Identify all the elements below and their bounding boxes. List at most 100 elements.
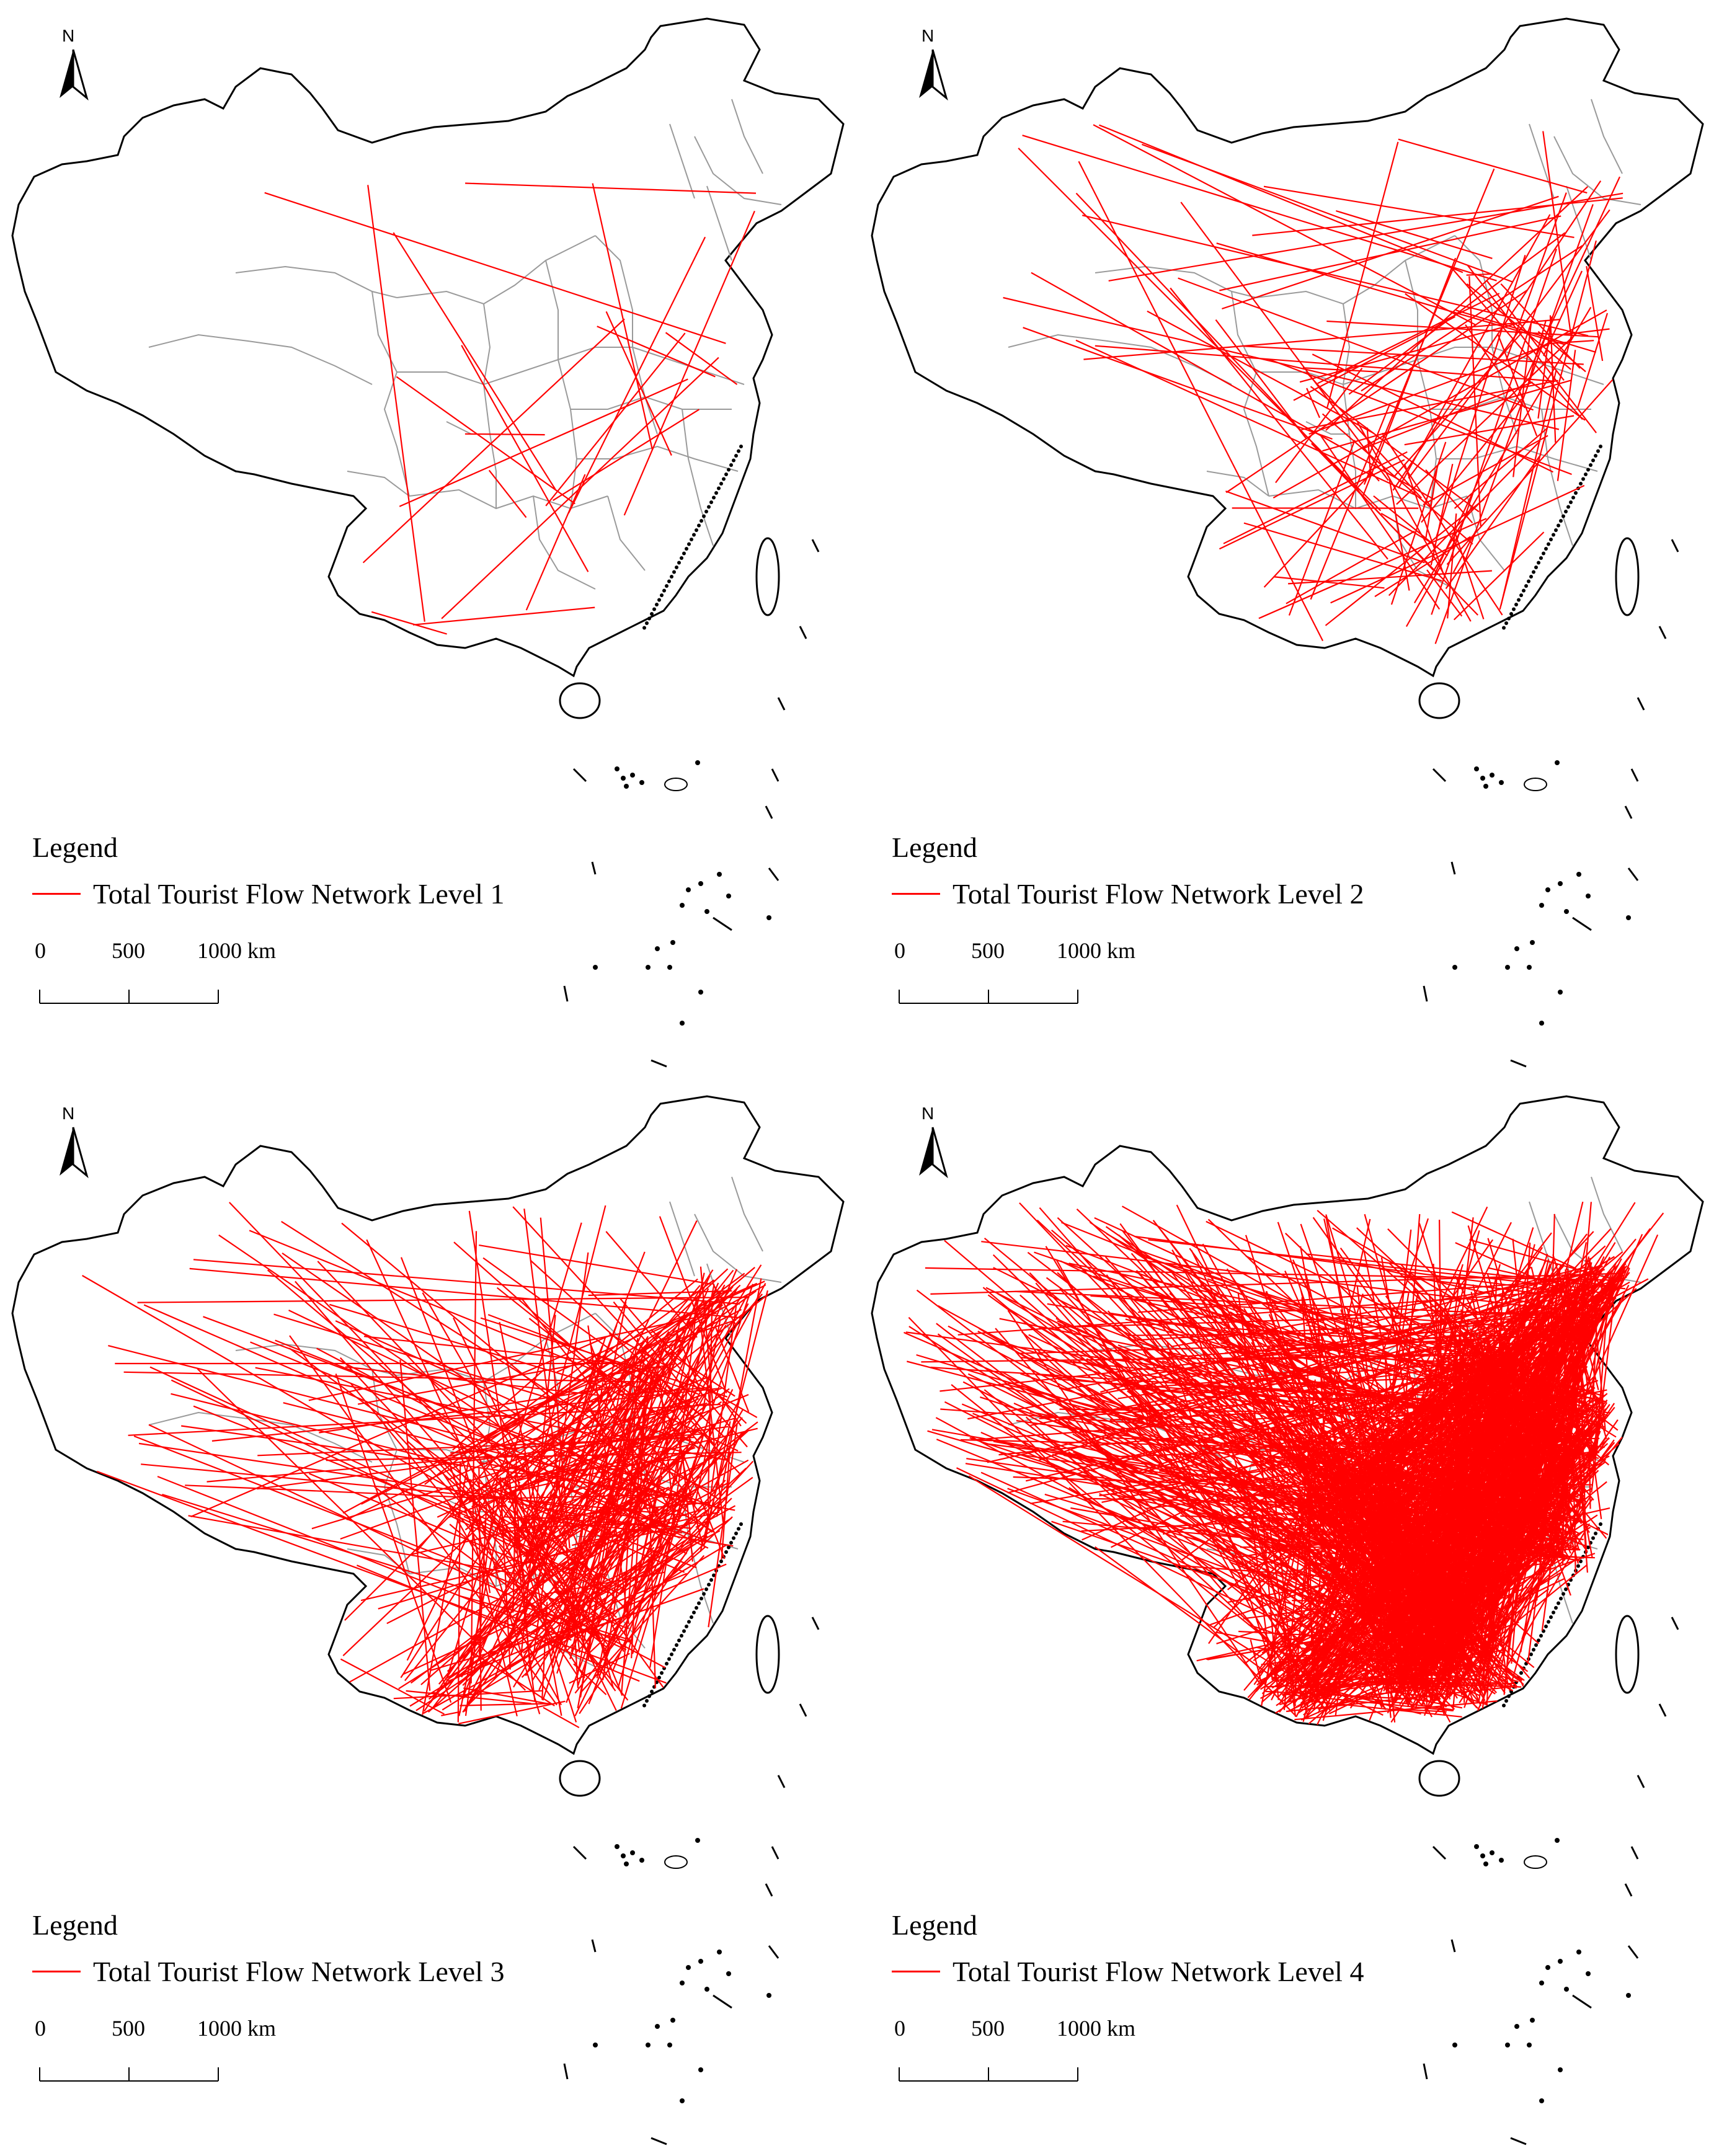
coastal-island bbox=[692, 1610, 696, 1615]
south-sea-island bbox=[1527, 2043, 1532, 2047]
province-boundary bbox=[1541, 409, 1573, 546]
flow-line bbox=[951, 1384, 1319, 1682]
flow-line bbox=[1423, 435, 1548, 505]
coastal-island bbox=[1564, 1587, 1568, 1591]
south-sea-island bbox=[1514, 946, 1519, 951]
flow-line bbox=[611, 1390, 739, 1452]
flow-line bbox=[171, 1393, 463, 1467]
south-sea-boundary-mark bbox=[1423, 985, 1428, 1002]
flow-line bbox=[1007, 1488, 1423, 1641]
flow-line bbox=[396, 376, 575, 505]
flow-line bbox=[1318, 1665, 1501, 1710]
flow-line bbox=[1147, 310, 1374, 434]
scale-label-0: 0 bbox=[35, 938, 46, 963]
north-arrow-left-half bbox=[60, 1127, 73, 1176]
flow-line bbox=[367, 185, 425, 622]
flow-line bbox=[650, 1329, 747, 1424]
flow-line bbox=[1468, 276, 1481, 526]
province-boundary bbox=[396, 235, 596, 305]
coastal-island bbox=[667, 579, 671, 583]
flow-line bbox=[568, 1628, 629, 1701]
flow-line bbox=[1503, 1333, 1511, 1384]
flow-line bbox=[470, 1231, 477, 1684]
south-sea-island bbox=[726, 894, 731, 898]
flow-line bbox=[137, 1297, 750, 1303]
south-sea-island bbox=[1626, 1993, 1631, 1998]
flow-line bbox=[1368, 1573, 1466, 1602]
flow-line bbox=[1216, 242, 1565, 345]
south-sea-island bbox=[670, 940, 675, 945]
north-arrow-left-half bbox=[919, 1127, 933, 1176]
flow-line bbox=[185, 1484, 504, 1500]
south-sea-island bbox=[1530, 2018, 1535, 2023]
scale-bar bbox=[39, 990, 219, 1004]
south-sea-island bbox=[680, 1021, 685, 1026]
south-sea-island bbox=[1499, 1858, 1504, 1863]
south-sea-island bbox=[1576, 872, 1581, 877]
flow-line bbox=[1542, 131, 1572, 336]
flow-line bbox=[567, 236, 706, 513]
flow-line bbox=[527, 1331, 670, 1546]
flow-line bbox=[371, 611, 447, 635]
south-sea-island bbox=[615, 766, 620, 771]
coastal-island bbox=[1552, 1610, 1555, 1615]
coastal-island bbox=[1569, 500, 1573, 504]
north-arrow-icon bbox=[60, 1127, 89, 1179]
flow-line bbox=[1594, 1401, 1604, 1433]
flow-line bbox=[464, 433, 545, 436]
flow-line bbox=[1082, 215, 1589, 337]
flow-line bbox=[1370, 1357, 1503, 1501]
legend-line-swatch bbox=[892, 893, 940, 895]
flow-line bbox=[1273, 576, 1385, 589]
flow-line bbox=[1177, 1393, 1486, 1470]
flow-line bbox=[605, 1231, 698, 1338]
coastal-island bbox=[1574, 491, 1578, 495]
flow-line bbox=[350, 1383, 561, 1640]
coastal-island bbox=[647, 1694, 651, 1698]
coastal-island bbox=[1539, 1634, 1543, 1638]
flow-line bbox=[360, 1521, 698, 1602]
coastal-island bbox=[734, 1532, 738, 1535]
flow-line bbox=[1428, 1295, 1476, 1605]
flow-line bbox=[1561, 1202, 1592, 1543]
coastal-island bbox=[719, 482, 723, 486]
flow-line bbox=[1310, 404, 1391, 600]
flow-line bbox=[1303, 1598, 1423, 1716]
flow-line bbox=[577, 1355, 638, 1675]
flow-line bbox=[1258, 1332, 1376, 1449]
coastal-island bbox=[1504, 1699, 1508, 1703]
south-sea-boundary-mark bbox=[713, 916, 732, 931]
coastal-island bbox=[687, 542, 691, 546]
south-sea-boundary-mark bbox=[572, 1845, 587, 1860]
coastal-island bbox=[737, 449, 740, 453]
flow-line bbox=[1261, 1524, 1429, 1654]
flow-line bbox=[962, 1381, 1435, 1626]
flow-line bbox=[716, 1278, 762, 1517]
coastal-island bbox=[1584, 472, 1588, 476]
flow-line bbox=[1184, 1271, 1595, 1465]
legend-entry: Total Tourist Flow Network Level 3 bbox=[32, 1955, 504, 1988]
flow-line bbox=[512, 1206, 668, 1375]
legend-entry-label: Total Tourist Flow Network Level 4 bbox=[953, 1956, 1364, 1987]
flow-line bbox=[1052, 1453, 1375, 1590]
coastal-island bbox=[670, 1652, 673, 1656]
flow-line bbox=[611, 1363, 670, 1395]
province-boundary bbox=[706, 185, 732, 261]
flow-line bbox=[281, 1220, 719, 1500]
flow-line bbox=[1089, 1222, 1516, 1507]
province-boundary bbox=[1430, 396, 1591, 410]
south-sea-island bbox=[680, 903, 685, 908]
flow-line bbox=[96, 1470, 667, 1684]
south-sea-island bbox=[1626, 915, 1631, 920]
coastal-island bbox=[1594, 454, 1597, 458]
flow-line bbox=[533, 1442, 624, 1652]
coastal-island bbox=[732, 458, 735, 463]
flow-line bbox=[1413, 306, 1592, 603]
flow-line bbox=[1282, 1527, 1591, 1697]
flow-line bbox=[1301, 1341, 1604, 1420]
flow-line bbox=[1392, 180, 1602, 491]
flow-line bbox=[523, 1209, 580, 1653]
flow-line bbox=[1275, 368, 1363, 484]
flow-line bbox=[620, 1408, 713, 1709]
hainan-island bbox=[559, 682, 601, 719]
